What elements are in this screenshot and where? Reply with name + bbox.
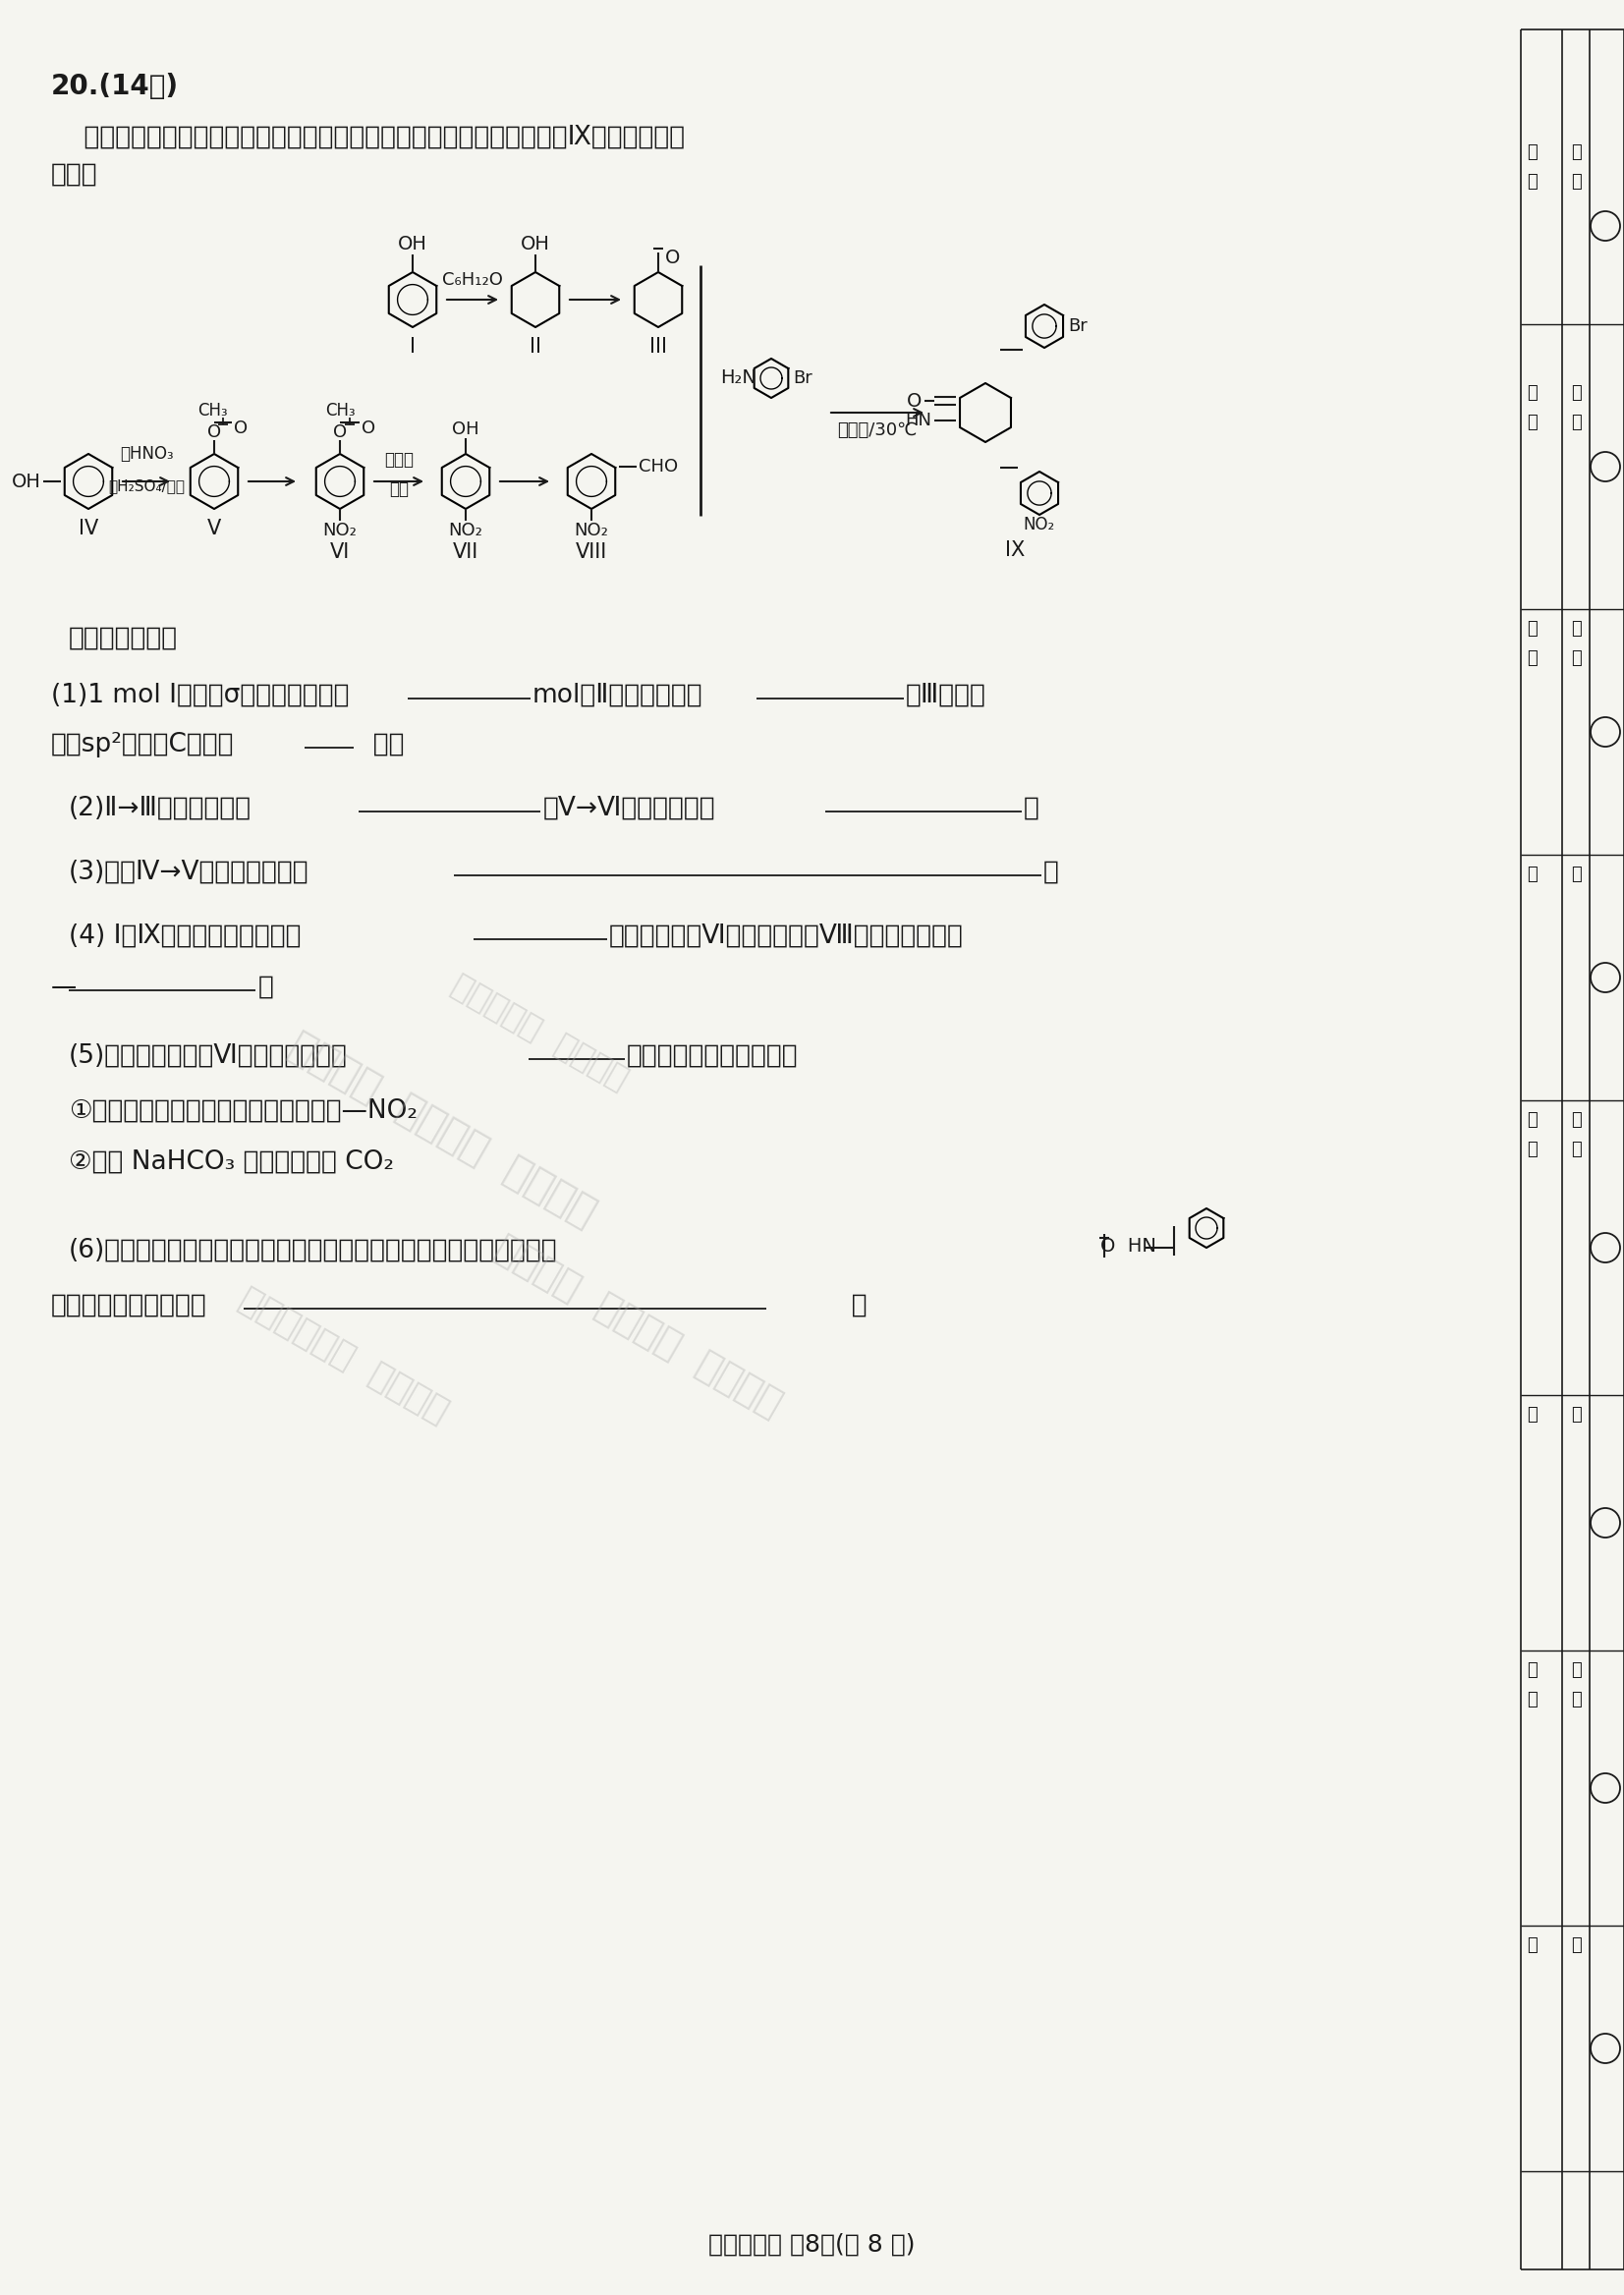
Text: 回答下列问题：: 回答下列问题： (68, 627, 179, 652)
Text: 題: 題 (1572, 1141, 1582, 1159)
Text: 线（其他试剂任选）：: 线（其他试剂任选）： (50, 1292, 206, 1317)
Text: 題: 題 (1572, 1691, 1582, 1707)
Text: 答: 答 (1527, 1662, 1538, 1680)
Text: 所示：: 所示： (50, 163, 97, 188)
Text: 向: 向 (1527, 1407, 1538, 1423)
Text: O: O (333, 425, 348, 441)
Text: 采用sp²杂化的C原子有: 采用sp²杂化的C原子有 (50, 732, 234, 757)
Text: VII: VII (453, 542, 479, 562)
Text: Br: Br (793, 369, 812, 388)
Text: CH₃: CH₃ (325, 402, 356, 420)
Text: 題: 題 (1572, 172, 1582, 190)
Text: 答: 答 (1572, 142, 1582, 161)
Text: 及: 及 (1527, 865, 1538, 884)
Text: III: III (650, 337, 667, 356)
Text: (1)1 mol Ⅰ中含有σ键的物质的量为: (1)1 mol Ⅰ中含有σ键的物质的量为 (50, 684, 349, 709)
Text: (5)满足下列条件的Ⅵ的同分异构体有: (5)满足下列条件的Ⅵ的同分异构体有 (68, 1044, 348, 1069)
Text: (4) Ⅰ～Ⅸ中，含有手性碳的是: (4) Ⅰ～Ⅸ中，含有手性碳的是 (68, 923, 300, 950)
Text: II: II (529, 337, 541, 356)
Text: 題: 題 (1572, 413, 1582, 431)
Text: (3)写出Ⅳ→V的化学方程式：: (3)写出Ⅳ→V的化学方程式： (68, 861, 309, 886)
Text: NO₂: NO₂ (1023, 516, 1056, 532)
Text: OH: OH (521, 236, 551, 255)
Text: 。: 。 (1043, 861, 1059, 886)
Text: 答: 答 (1572, 1111, 1582, 1129)
Text: 种（不考虑立体异构）。: 种（不考虑立体异构）。 (627, 1044, 799, 1069)
Text: 高三大联考  清晰试卷: 高三大联考 清晰试卷 (447, 968, 633, 1095)
Text: 个。: 个。 (357, 732, 404, 757)
Text: 題: 題 (1527, 172, 1538, 190)
Text: 進: 進 (1527, 383, 1538, 402)
Text: VIII: VIII (575, 542, 607, 562)
Text: mol；Ⅱ的结构简式为: mol；Ⅱ的结构简式为 (533, 684, 703, 709)
Text: IV: IV (78, 519, 99, 539)
Text: 題: 題 (1527, 1691, 1538, 1707)
Text: OH: OH (451, 420, 479, 438)
Text: 高考频道  清晰试卷  高考频道: 高考频道 清晰试卷 高考频道 (489, 1230, 788, 1423)
Text: （填序号）；Ⅵ较完全转化为Ⅷ所需要的试剂为: （填序号）；Ⅵ较完全转化为Ⅷ所需要的试剂为 (609, 923, 963, 950)
Text: 加热: 加热 (390, 480, 409, 498)
Text: 生物酶可以作为有机合成的催化剂，一种利用该技术合成化工中间体（Ⅸ）的路线如图: 生物酶可以作为有机合成的催化剂，一种利用该技术合成化工中间体（Ⅸ）的路线如图 (50, 124, 685, 149)
Text: 。: 。 (770, 1292, 867, 1317)
Text: O: O (234, 420, 248, 436)
Text: OH: OH (11, 473, 41, 491)
Text: O: O (906, 392, 921, 411)
Text: 向: 向 (1572, 1407, 1582, 1423)
Text: I: I (409, 337, 416, 356)
Text: 蛋白酶/30℃: 蛋白酶/30℃ (838, 422, 918, 438)
Text: O: O (362, 420, 375, 436)
Text: H₂N: H₂N (719, 369, 757, 388)
Text: 答: 答 (1527, 620, 1538, 638)
Text: 題: 題 (1527, 649, 1538, 668)
Text: O  HN: O HN (1101, 1237, 1156, 1255)
Text: 贊: 贊 (1572, 1937, 1582, 1953)
Text: NO₂: NO₂ (323, 521, 357, 539)
Text: 浓HNO₃: 浓HNO₃ (120, 445, 174, 464)
Text: 答: 答 (1527, 1111, 1538, 1129)
Text: 。: 。 (258, 975, 274, 1001)
Text: 及: 及 (1572, 865, 1582, 884)
Text: 答: 答 (1527, 142, 1538, 161)
Text: 答: 答 (1572, 1662, 1582, 1680)
Text: 題: 題 (1572, 649, 1582, 668)
Text: 清晰试卷资料  高考频道: 清晰试卷资料 高考频道 (234, 1283, 455, 1430)
Text: 題: 題 (1527, 413, 1538, 431)
Text: 20.(14分): 20.(14分) (50, 73, 179, 101)
Text: NO₂: NO₂ (575, 521, 609, 539)
Text: ，V→Ⅵ的反应类型为: ，V→Ⅵ的反应类型为 (544, 796, 716, 822)
Text: 題: 題 (1527, 1141, 1538, 1159)
Text: HN: HN (905, 411, 932, 429)
Text: VI: VI (330, 542, 349, 562)
Text: V: V (208, 519, 221, 539)
Text: 浓H₂SO₄/加热: 浓H₂SO₄/加热 (109, 480, 185, 493)
Text: 高三大联考 第8页(共 8 页): 高三大联考 第8页(共 8 页) (708, 2233, 914, 2256)
Text: O: O (208, 425, 221, 441)
Text: 清晰试卷  高考频道  清晰试卷: 清晰试卷 高考频道 清晰试卷 (281, 1026, 603, 1235)
Text: 答: 答 (1572, 620, 1582, 638)
Text: IX: IX (1005, 539, 1025, 560)
Text: ；Ⅲ分子中: ；Ⅲ分子中 (906, 684, 986, 709)
Text: OH: OH (398, 236, 427, 255)
Text: CH₃: CH₃ (197, 402, 227, 420)
Text: 。: 。 (1023, 796, 1039, 822)
Text: (2)Ⅱ→Ⅲ的反应类型为: (2)Ⅱ→Ⅲ的反应类型为 (68, 796, 252, 822)
Text: C₆H₁₂O: C₆H₁₂O (442, 271, 503, 289)
Text: ②能与 NaHCO₃ 溶液反应生成 CO₂: ②能与 NaHCO₃ 溶液反应生成 CO₂ (68, 1150, 395, 1175)
Text: (6)参照上述合成路线和信息，写出以丙烯、苯胺和苯甲醛为原料制备: (6)参照上述合成路线和信息，写出以丙烯、苯胺和苯甲醛为原料制备 (68, 1237, 557, 1265)
Text: ①苯环上连有三个取代基，其中一个为—NO₂: ①苯环上连有三个取代基，其中一个为—NO₂ (68, 1099, 417, 1125)
Text: 進: 進 (1572, 383, 1582, 402)
Text: 催化剂: 催化剂 (385, 450, 414, 468)
Text: —: — (50, 975, 76, 1001)
Text: 贊: 贊 (1527, 1937, 1538, 1953)
Text: Br: Br (1069, 317, 1088, 335)
Text: O: O (666, 248, 680, 266)
Text: NO₂: NO₂ (448, 521, 482, 539)
Text: CHO: CHO (638, 457, 677, 475)
